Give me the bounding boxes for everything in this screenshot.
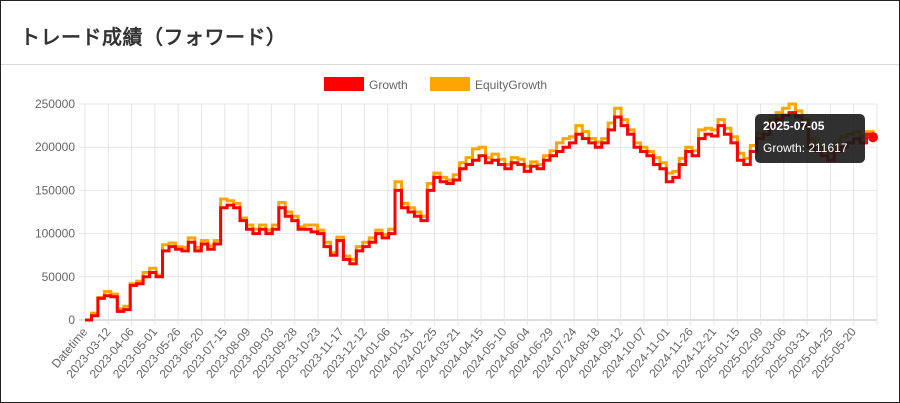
tooltip-title: 2025-07-05: [763, 119, 825, 133]
y-tick-label: 100000: [35, 227, 75, 241]
tooltip-box: [755, 114, 865, 163]
y-tick-label: 250000: [35, 97, 75, 111]
page-title: トレード成績（フォワード）: [20, 25, 287, 49]
legend-label-equitygrowth[interactable]: EquityGrowth: [475, 78, 547, 92]
series-line-growth[interactable]: [85, 111, 875, 322]
series-line-equitygrowth[interactable]: [85, 102, 875, 322]
tooltip-label: Growth: 211617: [763, 141, 848, 155]
growth-last-point[interactable]: [868, 132, 878, 143]
y-tick-label: 0: [68, 313, 75, 327]
y-tick-label: 200000: [35, 140, 75, 154]
legend-swatch-growth[interactable]: [324, 77, 364, 91]
title-divider: [1, 64, 899, 65]
legend-swatch-equitygrowth[interactable]: [430, 77, 470, 91]
y-tick-label: 50000: [42, 270, 76, 284]
y-tick-label: 150000: [35, 183, 75, 197]
legend-label-growth[interactable]: Growth: [369, 78, 408, 92]
